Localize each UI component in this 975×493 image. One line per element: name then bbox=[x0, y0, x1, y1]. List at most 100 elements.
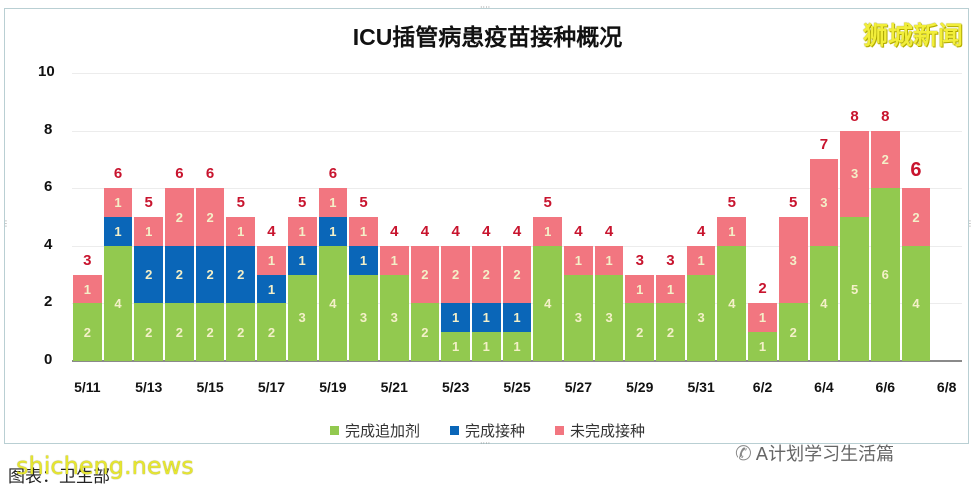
legend-label: 完成接种 bbox=[464, 422, 525, 440]
legend-item: 完成追加剂 bbox=[329, 420, 420, 441]
bar-segment: 1 bbox=[226, 217, 256, 246]
bar-segment: 1 bbox=[471, 303, 501, 333]
resize-handle-bottom[interactable]: ···· bbox=[480, 439, 491, 448]
bar-segment: 2 bbox=[165, 188, 194, 246]
bar-total-label: 4 bbox=[574, 222, 583, 240]
y-tick-label: 0 bbox=[44, 351, 53, 368]
x-tick-label: 5/27 bbox=[564, 379, 592, 395]
legend-swatch bbox=[555, 426, 564, 435]
bar-segment: 2 bbox=[226, 245, 256, 304]
legend-label: 未完成接种 bbox=[570, 422, 646, 440]
bar-segment: 1 bbox=[564, 245, 593, 275]
x-tick-label: 5/25 bbox=[503, 379, 531, 395]
legend-label: 完成追加剂 bbox=[344, 422, 420, 440]
x-tick-label: 6/8 bbox=[936, 379, 957, 395]
bar-segment: 2 bbox=[134, 245, 164, 304]
bar-segment: 3 bbox=[809, 159, 839, 246]
bar-total-label: 4 bbox=[390, 222, 399, 240]
bar-segment: 1 bbox=[533, 217, 563, 246]
chart-title: ICU插管病患疫苗接种概况 bbox=[352, 24, 623, 50]
bar-segment: 1 bbox=[103, 217, 133, 246]
bar-segment: 2 bbox=[625, 303, 655, 361]
bar-segment: 2 bbox=[134, 303, 164, 361]
bar-segment: 1 bbox=[656, 274, 685, 304]
bar-segment: 2 bbox=[410, 245, 440, 304]
bar-segment: 2 bbox=[165, 245, 194, 304]
bar-segment: 3 bbox=[778, 217, 808, 304]
legend-item: 未完成接种 bbox=[555, 420, 645, 441]
bar-total-label: 4 bbox=[696, 222, 706, 240]
wechat-account-name: A计划学习生活篇 bbox=[755, 444, 895, 465]
bar-segment: 2 bbox=[870, 130, 900, 189]
bar-segment: 2 bbox=[195, 245, 225, 304]
bar-total-label: 8 bbox=[850, 107, 859, 125]
bar-segment: 3 bbox=[349, 274, 378, 361]
bar-segment: 1 bbox=[318, 188, 348, 218]
y-tick-label: 2 bbox=[44, 293, 53, 311]
bar-segment: 1 bbox=[134, 217, 164, 246]
bar-total-label: 6 bbox=[113, 165, 123, 183]
x-tick-label: 6/6 bbox=[875, 379, 895, 395]
bar-total-label: 5 bbox=[297, 194, 307, 211]
bar-segment: 1 bbox=[441, 303, 470, 333]
bar-total-label: 4 bbox=[420, 222, 430, 240]
resize-handle-right[interactable]: ⋮ bbox=[966, 219, 974, 228]
resize-handle-top[interactable]: ···· bbox=[480, 3, 491, 12]
bar-total-label: 4 bbox=[604, 222, 614, 240]
gridline bbox=[72, 73, 962, 74]
source-label: 图表：卫生部 bbox=[8, 467, 110, 487]
x-tick-label: 5/31 bbox=[687, 379, 715, 395]
y-tick-label: 4 bbox=[44, 235, 53, 253]
bar-segment: 3 bbox=[564, 274, 593, 361]
watermark-logo: 狮城新闻 bbox=[862, 21, 963, 50]
resize-handle-left[interactable]: ⋮ bbox=[2, 219, 10, 228]
bar-total-label: 2 bbox=[758, 280, 767, 298]
bar-segment: 2 bbox=[195, 303, 225, 361]
bar-segment: 3 bbox=[379, 274, 409, 361]
bar-segment: 2 bbox=[165, 303, 194, 361]
x-tick-label: 5/17 bbox=[257, 379, 286, 395]
bar-segment: 1 bbox=[717, 217, 747, 246]
bar-total-label: 4 bbox=[451, 222, 460, 240]
bar-segment: 1 bbox=[103, 188, 133, 218]
bar-segment: 1 bbox=[318, 217, 348, 246]
x-tick-label: 5/15 bbox=[196, 379, 224, 395]
bar-total-label: 3 bbox=[666, 251, 675, 269]
bar-segment: 1 bbox=[471, 332, 501, 361]
bar-segment: 2 bbox=[502, 245, 532, 304]
x-tick-label: 5/19 bbox=[319, 379, 347, 395]
legend-swatch bbox=[449, 426, 459, 435]
bar-segment: 1 bbox=[502, 332, 532, 361]
bar-segment: 1 bbox=[441, 332, 470, 361]
bar-segment: 4 bbox=[103, 245, 133, 361]
bar-segment: 2 bbox=[471, 245, 501, 304]
